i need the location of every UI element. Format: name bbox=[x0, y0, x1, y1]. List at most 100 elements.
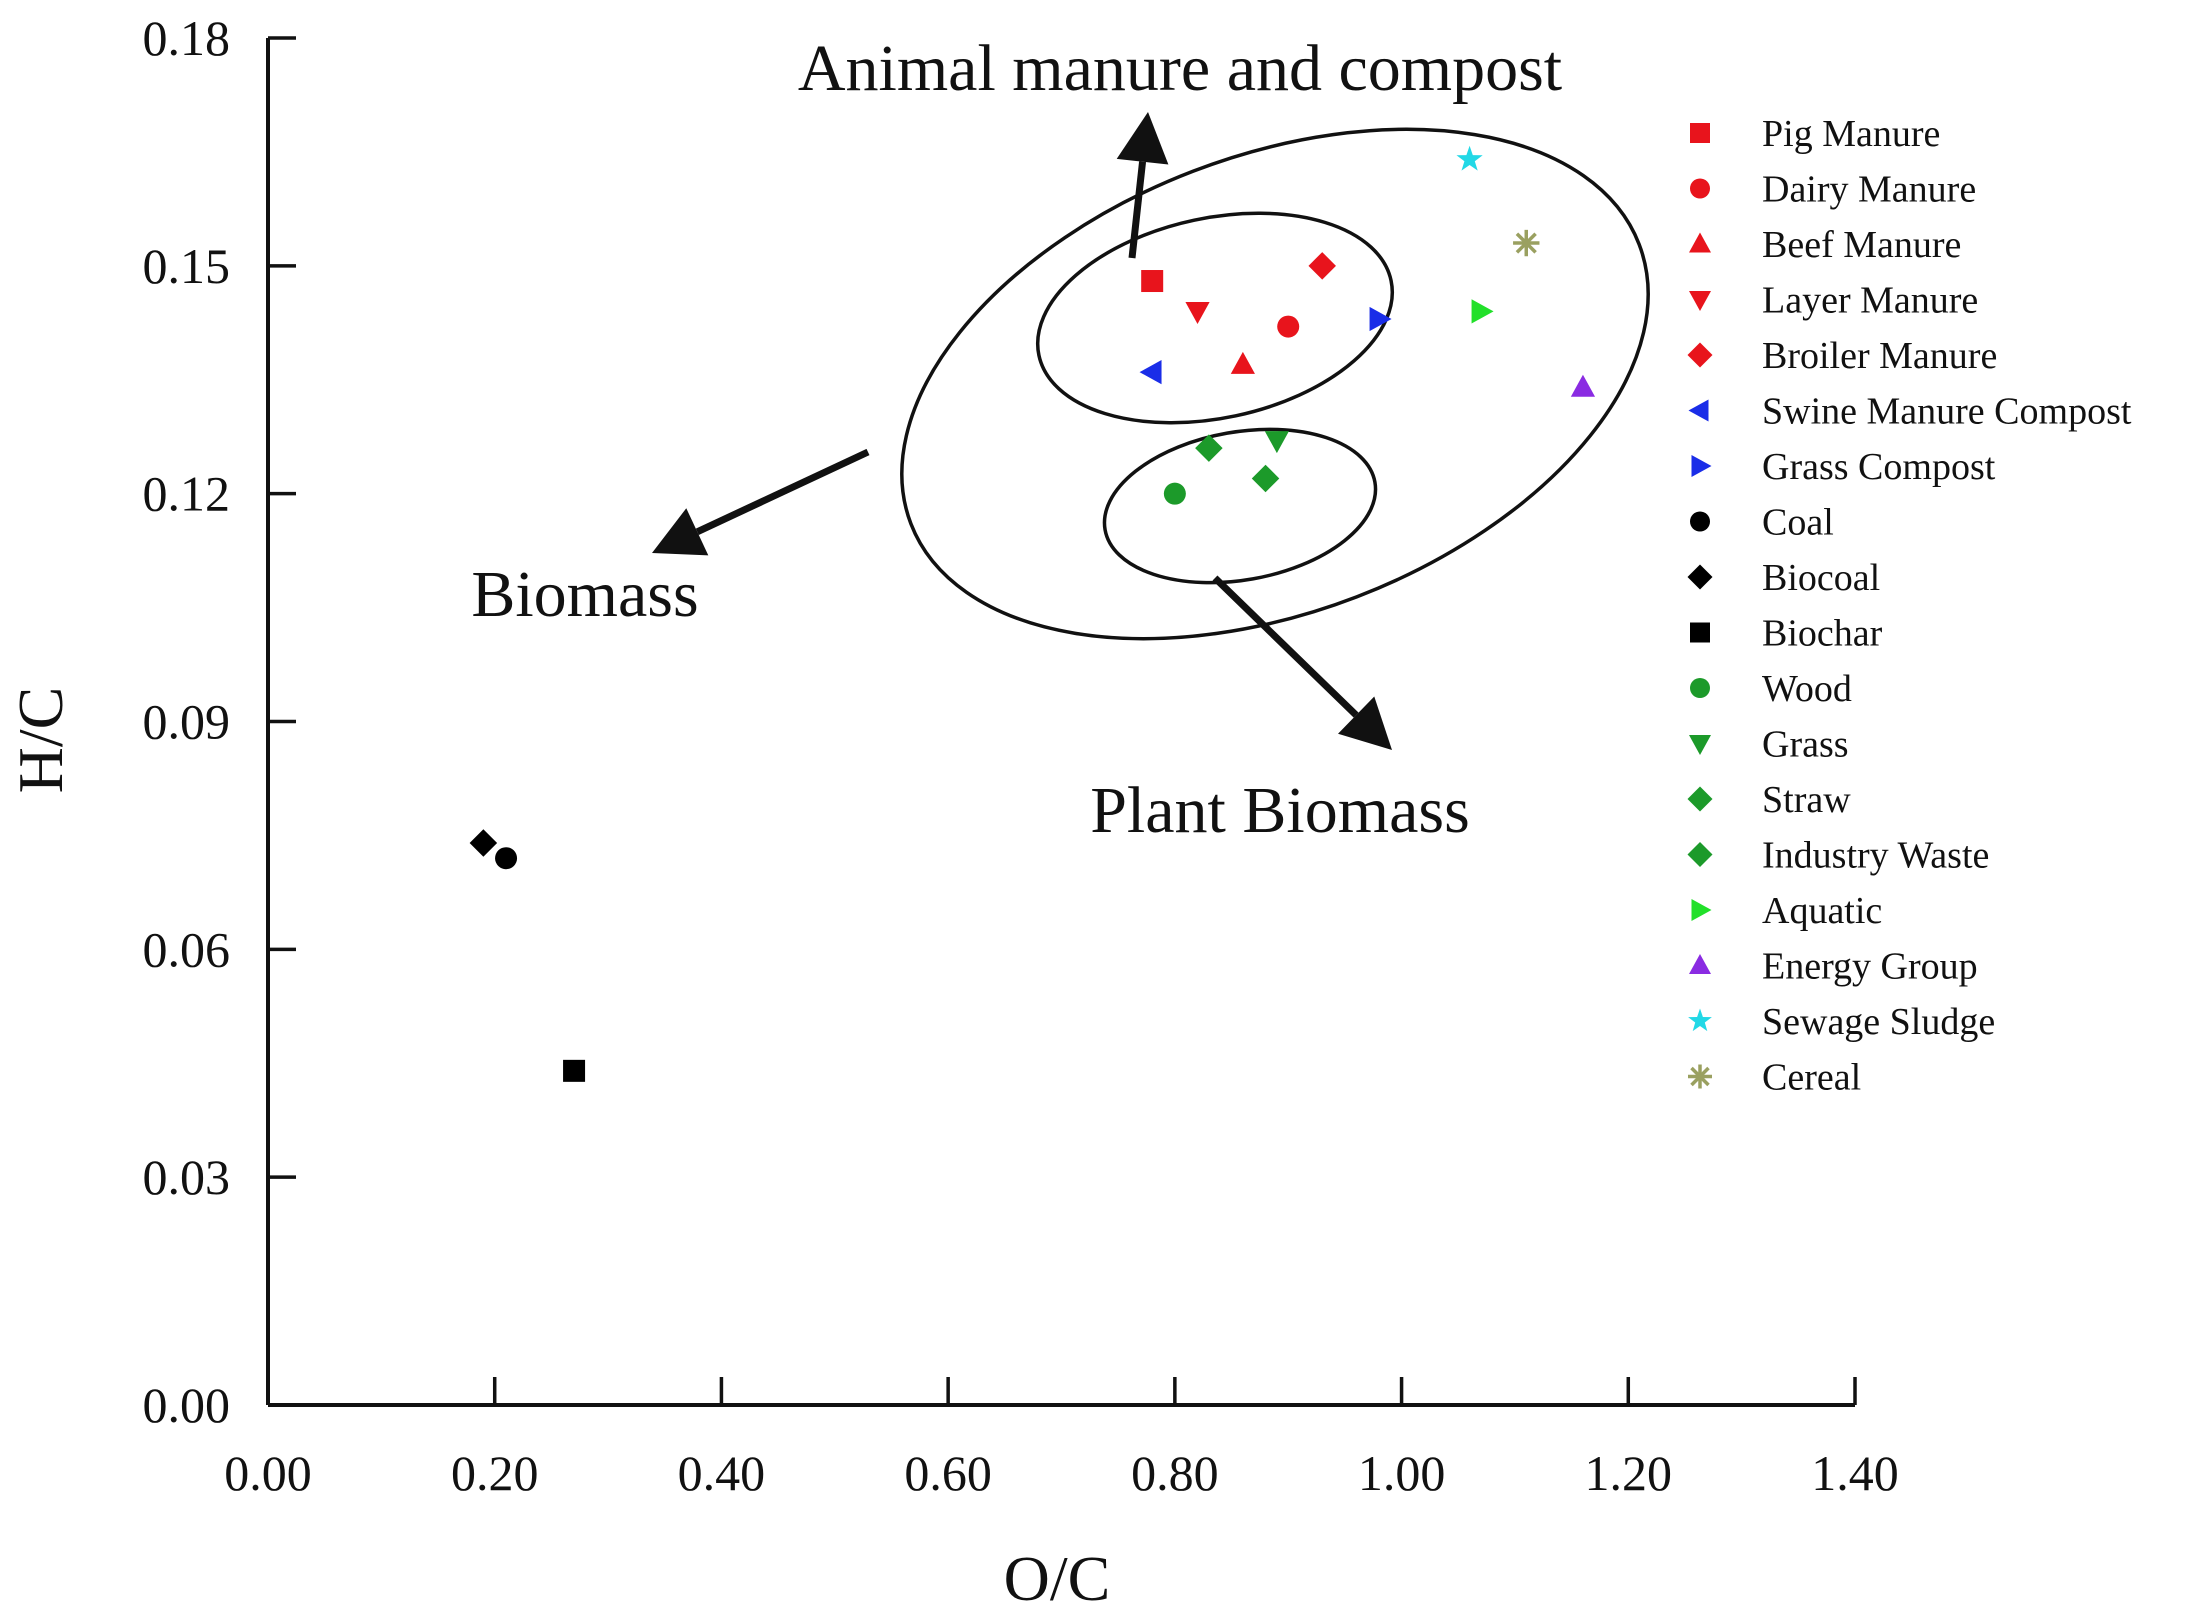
y-tick-label: 0.09 bbox=[143, 694, 231, 750]
legend-item: Swine Manure Compost bbox=[1688, 391, 2132, 433]
data-point bbox=[469, 829, 498, 857]
x-tick-label: 1.40 bbox=[1811, 1445, 1899, 1501]
data-point bbox=[563, 1059, 586, 1082]
legend-marker bbox=[1687, 786, 1713, 812]
data-points bbox=[469, 145, 1596, 1082]
data-point bbox=[1264, 431, 1289, 454]
legend-item: Sewage Sludge bbox=[1688, 1001, 1995, 1043]
data-point bbox=[1277, 315, 1300, 338]
legend-label: Energy Group bbox=[1762, 946, 1978, 988]
legend-item: Beef Manure bbox=[1689, 224, 1961, 266]
legend-item: Broiler Manure bbox=[1687, 335, 1997, 377]
y-tick-label: 0.03 bbox=[143, 1149, 231, 1205]
data-point bbox=[1251, 464, 1280, 493]
legend-item: Layer Manure bbox=[1689, 280, 1978, 322]
data-point bbox=[1141, 270, 1164, 293]
legend-marker bbox=[1688, 1008, 1712, 1032]
data-point bbox=[1369, 306, 1392, 332]
legend-marker bbox=[1690, 123, 1710, 143]
legend-label: Pig Manure bbox=[1762, 113, 1940, 155]
arrow-to-biomass-label bbox=[652, 448, 870, 556]
y-tick-label: 0.00 bbox=[143, 1377, 231, 1433]
annotation-animal-manure: Animal manure and compost bbox=[798, 32, 1562, 105]
annotation-biomass: Biomass bbox=[471, 558, 698, 631]
data-point bbox=[1230, 351, 1255, 374]
legend-item: Straw bbox=[1687, 779, 1851, 821]
data-point bbox=[1456, 145, 1483, 171]
legend-label: Coal bbox=[1762, 502, 1834, 544]
legend-item: Grass bbox=[1689, 724, 1849, 766]
legend-marker bbox=[1691, 899, 1712, 921]
x-tick-label: 0.80 bbox=[1131, 1445, 1219, 1501]
y-tick-label: 0.12 bbox=[143, 466, 231, 522]
legend-label: Biochar bbox=[1762, 613, 1883, 655]
biomass-ellipse bbox=[900, 127, 1650, 641]
legend-marker bbox=[1689, 954, 1711, 974]
legend-item: Biocoal bbox=[1687, 557, 1880, 599]
y-axis-title: H/C bbox=[5, 687, 76, 794]
annotation-plant-biomass: Plant Biomass bbox=[1090, 774, 1470, 847]
x-tick-label: 1.20 bbox=[1585, 1445, 1673, 1501]
x-tick-label: 0.40 bbox=[678, 1445, 766, 1501]
y-tick-label: 0.18 bbox=[143, 10, 231, 66]
data-point bbox=[1570, 374, 1596, 397]
legend-label: Straw bbox=[1762, 779, 1851, 821]
data-point bbox=[1139, 360, 1162, 385]
arrow-to-plant-biomass-label bbox=[1212, 575, 1392, 750]
data-point bbox=[495, 847, 518, 870]
legend-marker bbox=[1687, 842, 1713, 867]
legend-label: Grass Compost bbox=[1762, 446, 1996, 488]
legend-marker bbox=[1691, 455, 1712, 477]
annotation-shapes bbox=[652, 112, 1650, 750]
legend-item: Cereal bbox=[1688, 1057, 1861, 1099]
legend-marker bbox=[1690, 511, 1710, 532]
legend-label: Dairy Manure bbox=[1762, 169, 1976, 211]
legend-item: Energy Group bbox=[1689, 946, 1978, 988]
data-point bbox=[1513, 229, 1540, 257]
legend-label: Cereal bbox=[1762, 1057, 1861, 1099]
legend-marker bbox=[1687, 564, 1713, 590]
legend: Pig Manure Dairy Manure Beef Manure Layer M… bbox=[1687, 113, 2132, 1099]
x-tick-label: 0.00 bbox=[224, 1445, 312, 1501]
legend-marker bbox=[1690, 622, 1710, 643]
legend-marker bbox=[1690, 678, 1710, 698]
legend-item: Coal bbox=[1690, 502, 1834, 544]
legend-marker bbox=[1687, 342, 1713, 368]
legend-marker bbox=[1688, 399, 1709, 422]
legend-label: Sewage Sludge bbox=[1762, 1001, 1995, 1043]
legend-label: Biocoal bbox=[1762, 557, 1880, 599]
legend-item: Dairy Manure bbox=[1690, 169, 1976, 211]
legend-item: Wood bbox=[1690, 668, 1852, 710]
legend-label: Aquatic bbox=[1762, 890, 1882, 932]
legend-item: Industry Waste bbox=[1687, 835, 1989, 877]
legend-marker bbox=[1689, 291, 1711, 311]
plant-biomass-ellipse bbox=[1102, 427, 1378, 585]
legend-marker bbox=[1689, 735, 1711, 755]
arrow-to-animal-manure-label bbox=[1116, 112, 1169, 259]
legend-item: Pig Manure bbox=[1690, 113, 1940, 155]
legend-label: Swine Manure Compost bbox=[1762, 391, 2132, 433]
legend-item: Aquatic bbox=[1691, 890, 1882, 932]
legend-marker bbox=[1690, 178, 1710, 199]
legend-marker bbox=[1688, 1064, 1712, 1089]
x-tick-label: 1.00 bbox=[1358, 1445, 1446, 1501]
data-point bbox=[1185, 302, 1210, 325]
legend-label: Industry Waste bbox=[1762, 835, 1989, 877]
legend-label: Broiler Manure bbox=[1762, 335, 1997, 377]
legend-label: Beef Manure bbox=[1762, 224, 1961, 266]
legend-marker bbox=[1689, 232, 1711, 253]
legend-label: Wood bbox=[1762, 668, 1852, 710]
data-point bbox=[1308, 252, 1336, 280]
data-point bbox=[1195, 434, 1223, 462]
legend-item: Biochar bbox=[1690, 613, 1883, 655]
legend-label: Grass bbox=[1762, 724, 1849, 766]
data-point bbox=[1471, 299, 1494, 324]
animal-manure-ellipse bbox=[1035, 211, 1395, 425]
y-tick-label: 0.15 bbox=[143, 238, 231, 294]
legend-label: Layer Manure bbox=[1762, 280, 1978, 322]
data-point bbox=[1163, 482, 1186, 505]
y-tick-label: 0.06 bbox=[143, 921, 231, 977]
x-tick-label: 0.20 bbox=[451, 1445, 539, 1501]
